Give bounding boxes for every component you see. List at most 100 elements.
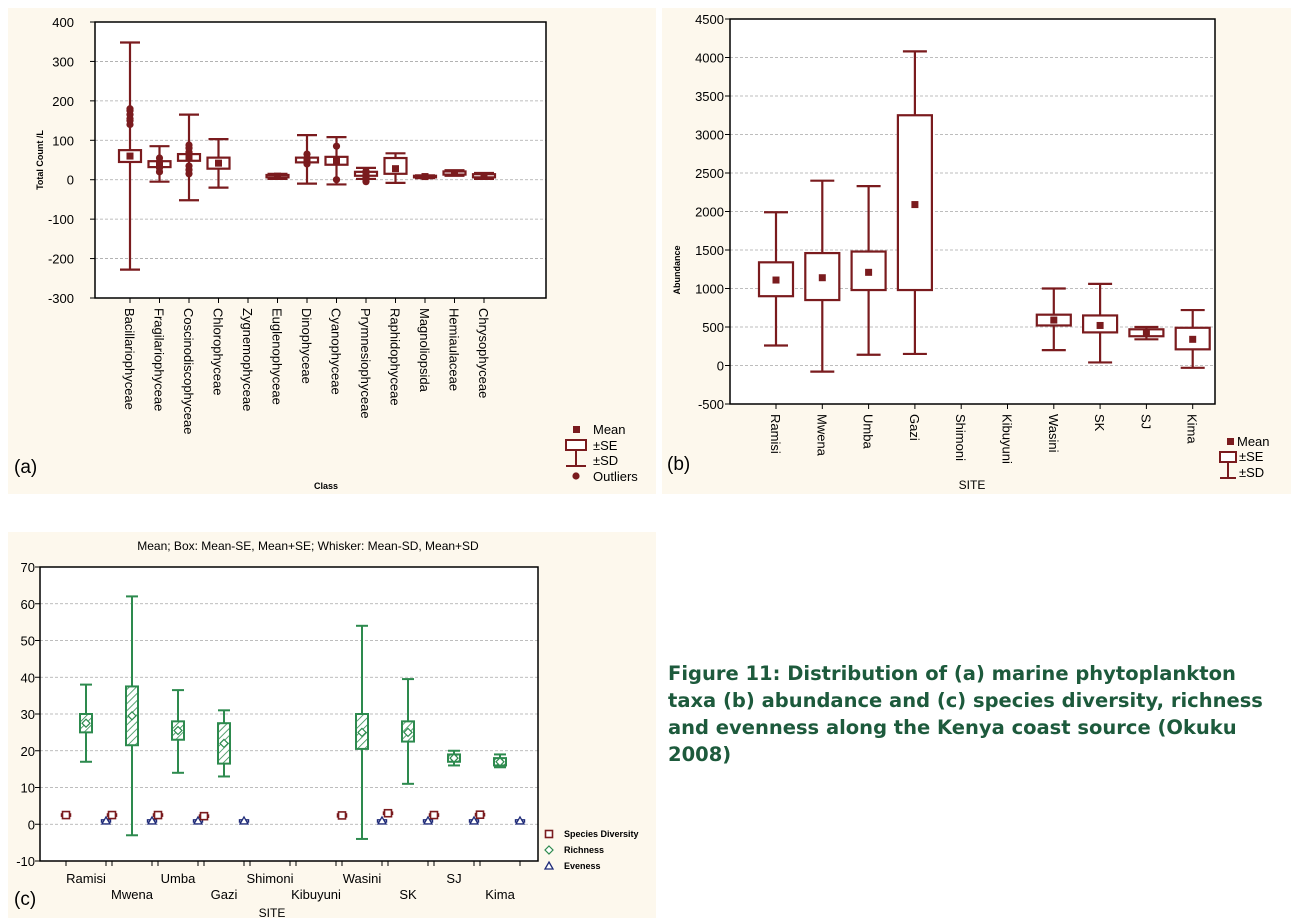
outlier-point	[303, 150, 311, 158]
outlier-point	[362, 174, 370, 182]
box-plot-b: -500 0 500 1000 1500 2000 2500 3000 3500 4000 4500…	[667, 12, 1270, 492]
mean-marker	[421, 173, 429, 181]
mean-marker	[383, 808, 393, 818]
outlier-point	[362, 167, 370, 175]
mean-marker	[357, 727, 367, 738]
plot-frame	[39, 566, 539, 862]
x-tick-label: Umba	[861, 414, 876, 449]
y-tick-label: -300	[48, 291, 74, 306]
x-tick-label: Coscinodiscophyceae	[181, 308, 196, 434]
y-tick-label: 1500	[695, 243, 724, 258]
plot-frame	[94, 21, 547, 299]
y-tick-label: -200	[48, 252, 74, 267]
x-tick-label: Bacillariophyceae	[122, 308, 137, 410]
mean-marker	[468, 815, 480, 825]
mean-marker	[107, 810, 117, 820]
x-axis-label: SITE	[259, 906, 286, 918]
legend-outlier-marker	[572, 472, 580, 480]
mean-marker	[61, 810, 71, 820]
mean-marker	[173, 725, 183, 736]
mean-marker	[403, 727, 413, 738]
mean-marker	[146, 815, 158, 825]
legend-label: Richness	[564, 845, 604, 855]
mean-marker	[475, 810, 485, 819]
x-tick-label: Raphidophyceae	[388, 308, 403, 406]
y-axis-label: Total Count /L	[35, 130, 45, 190]
legend-mean-marker	[573, 426, 580, 433]
panel-label: (b)	[667, 454, 690, 475]
mean-marker	[199, 811, 209, 821]
x-tick-label: Shimoni	[953, 414, 968, 461]
chart-panel-b: -500 0 500 1000 1500 2000 2500 3000 3500 4000 4500…	[662, 8, 1291, 494]
y-tick-label: 200	[52, 94, 74, 109]
y-tick-label: 0	[67, 173, 74, 188]
plot-area	[95, 22, 546, 298]
legend-label: Mean	[593, 422, 626, 437]
x-tick-label: Wasini	[1046, 414, 1061, 453]
x-tick-label: Shimoni	[247, 871, 294, 886]
mean-marker	[185, 153, 193, 161]
mean-marker	[274, 172, 281, 180]
x-tick-label: Gazi	[211, 887, 238, 902]
y-tick-label: 70	[21, 560, 35, 575]
legend-mean-marker	[1227, 438, 1234, 445]
legend-eveness-marker	[543, 860, 555, 870]
legend-diversity-marker	[544, 829, 554, 839]
legend-label: Eveness	[564, 861, 601, 871]
mean-marker	[238, 815, 250, 825]
y-tick-label: -100	[48, 212, 74, 227]
mean-marker	[215, 159, 222, 167]
outlier-point	[155, 164, 164, 172]
y-tick-label: 2500	[695, 166, 724, 181]
x-tick-label: SK	[1092, 414, 1107, 432]
y-tick-label: 100	[52, 133, 74, 148]
y-tick-label: 3500	[695, 89, 724, 104]
chart-panel-c: -10 0 10 20 30 40 50 60 70 Mean; Box: Mean-SE, Me…	[8, 532, 656, 918]
y-axis-label: Abundance	[672, 245, 682, 294]
legend-label: Mean	[1237, 434, 1270, 449]
outlier-point	[303, 160, 311, 168]
x-tick-label: Kima	[1185, 414, 1200, 444]
box-plot-a: -300 -200 -100 0 100 200 300 400 Bacillariophyce…	[14, 15, 638, 491]
panel-label: (c)	[14, 889, 36, 910]
mean-marker	[1050, 316, 1058, 324]
mean-marker	[333, 157, 340, 165]
mean-marker	[772, 276, 780, 284]
x-tick-label: Prymnesiophyceae	[358, 308, 373, 419]
mean-marker	[422, 815, 434, 825]
x-tick-label: SK	[399, 887, 417, 902]
mean-marker	[376, 815, 388, 825]
mean-marker	[1096, 321, 1104, 329]
y-tick-label: 50	[21, 634, 35, 649]
legend-label: ±SD	[593, 453, 618, 468]
mean-marker	[219, 738, 229, 749]
mean-marker	[127, 710, 137, 721]
mean-marker	[126, 152, 134, 160]
y-tick-label: 400	[52, 15, 74, 30]
y-tick-label: 40	[21, 670, 35, 685]
x-tick-label: Hemiaulaceae	[447, 308, 462, 391]
y-tick-label: 1000	[695, 282, 724, 297]
x-axis-label: SITE	[959, 478, 986, 492]
mean-marker	[153, 810, 163, 820]
legend-label: ±SE	[593, 438, 618, 453]
x-tick-label: Chrysophyceae	[476, 308, 491, 398]
y-tick-label: 4500	[695, 12, 724, 27]
x-tick-label: Mwena	[814, 414, 829, 457]
y-tick-label: 500	[702, 320, 724, 335]
x-tick-label: Gazi	[907, 414, 922, 441]
y-tick-label: 60	[21, 597, 35, 612]
x-tick-label: Umba	[161, 871, 196, 886]
y-tick-label: 20	[21, 744, 35, 759]
outlier-point	[332, 176, 341, 184]
x-tick-label: Ramisi	[66, 871, 106, 886]
y-tick-label: 4000	[695, 51, 724, 66]
mean-marker	[865, 268, 873, 276]
mean-marker	[495, 756, 505, 767]
x-tick-label: Mwena	[111, 887, 154, 902]
x-tick-label: Zygnemophyceae	[240, 308, 255, 411]
outlier-point	[126, 105, 134, 113]
x-tick-label: Fragilariophyceae	[152, 308, 167, 411]
panel-label: (a)	[14, 457, 37, 478]
x-tick-label: Kibuyuni	[291, 887, 341, 902]
